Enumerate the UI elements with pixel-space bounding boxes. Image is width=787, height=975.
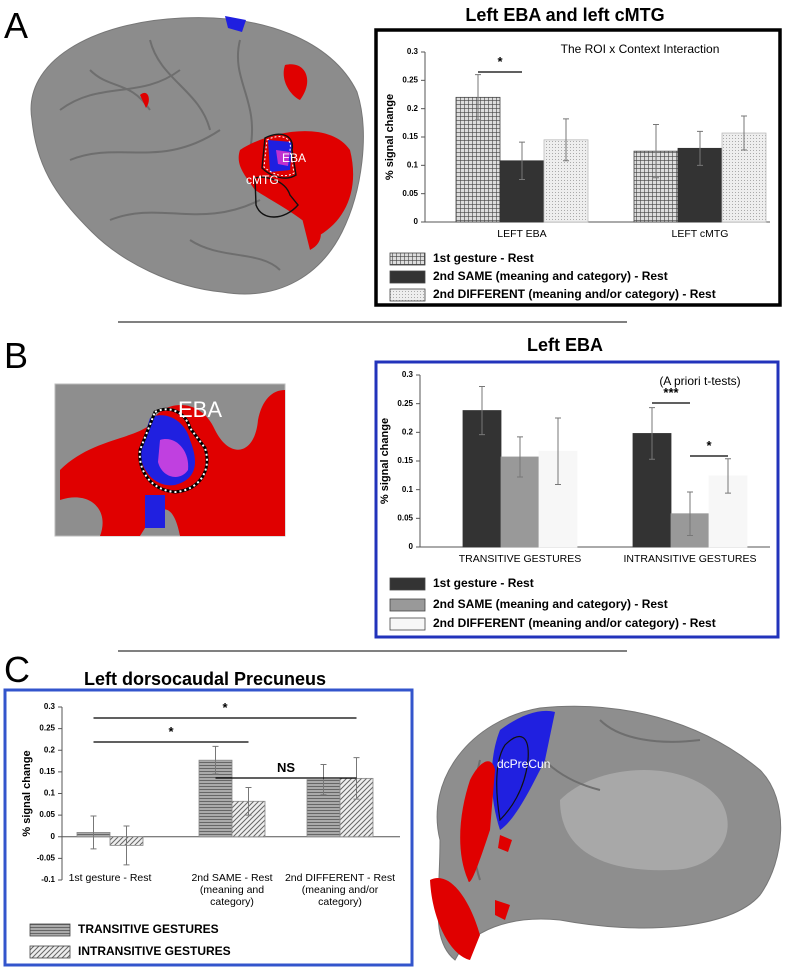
y-tick-label: 0.1 bbox=[402, 485, 414, 494]
error-bar bbox=[725, 458, 731, 494]
y-tick-label: 0.15 bbox=[39, 767, 55, 776]
chart-title: Left EBA and left cMTG bbox=[465, 5, 664, 25]
x-tick-label-box: 1st gesture - Rest bbox=[68, 872, 152, 884]
y-tick-label: 0.3 bbox=[44, 702, 56, 711]
error-bar bbox=[697, 130, 703, 166]
chart: Left EBA and left cMTG The ROI x Context … bbox=[374, 5, 782, 307]
chart: Left dorsocaudal Precuneus -0.1 -0.05 0 0.05… bbox=[3, 669, 414, 967]
y-tick-label: 0.15 bbox=[397, 456, 413, 465]
y-tick-label: 0 bbox=[409, 542, 414, 551]
error-bar bbox=[517, 436, 523, 478]
legend-swatch bbox=[389, 252, 426, 266]
y-tick-label: 0.3 bbox=[402, 370, 414, 379]
error-bar bbox=[479, 385, 485, 436]
error-bar bbox=[741, 115, 747, 151]
y-tick-label: 0 bbox=[414, 217, 419, 226]
legend-swatch bbox=[29, 923, 71, 937]
brain-label: dcPreCun bbox=[497, 757, 550, 771]
y-tick-label: 0.15 bbox=[402, 132, 418, 141]
panel-letter: A bbox=[4, 5, 28, 46]
legend-label: 2nd SAME (meaning and category) - Rest bbox=[433, 269, 668, 283]
error-bar bbox=[563, 118, 569, 162]
x-tick-label-box: INTRANSITIVE GESTURES bbox=[623, 553, 757, 565]
x-tick-label: 1st gesture - Rest bbox=[68, 872, 152, 884]
chart: Left EBA (A priori t-tests) 0 0.05 0.1 0.15 0.… bbox=[374, 335, 780, 639]
legend-label: 2nd DIFFERENT (meaning and/or category) … bbox=[433, 287, 716, 301]
significance-label: NS bbox=[277, 760, 295, 775]
error-bar bbox=[320, 764, 327, 796]
y-tick-label: 0.3 bbox=[407, 47, 419, 56]
significance-label: * bbox=[168, 724, 174, 739]
x-tick-label-box: TRANSITIVE GESTURES bbox=[458, 553, 582, 565]
y-tick-label: 0.1 bbox=[407, 160, 419, 169]
significance-label: * bbox=[497, 54, 503, 69]
x-tick-label-box: LEFT cMTG bbox=[671, 228, 729, 240]
brain-label: EBA bbox=[282, 151, 306, 165]
y-tick-label: -0.1 bbox=[41, 875, 55, 884]
error-bar bbox=[212, 745, 219, 775]
error-bar bbox=[649, 407, 655, 460]
y-tick-label: 0.25 bbox=[397, 399, 413, 408]
brain-label: EBA bbox=[178, 397, 222, 422]
y-tick-label: 0.05 bbox=[402, 189, 418, 198]
legend-label: INTRANSITIVE GESTURES bbox=[78, 944, 231, 958]
brain-image: EBA bbox=[54, 383, 286, 537]
legend-swatch bbox=[389, 270, 426, 284]
y-tick-label: 0.05 bbox=[39, 810, 55, 819]
annotation: (A priori t-tests) bbox=[659, 374, 740, 388]
error-bar bbox=[519, 141, 525, 180]
x-tick-label: 2nd SAME - Rest (meaning and category) bbox=[191, 872, 273, 909]
error-bar bbox=[123, 825, 130, 866]
x-tick-label-box: LEFT EBA bbox=[497, 228, 547, 240]
legend-label: 1st gesture - Rest bbox=[433, 251, 534, 265]
chart-title: Left EBA bbox=[527, 335, 603, 355]
error-bar bbox=[90, 815, 97, 850]
legend-label: TRANSITIVE GESTURES bbox=[78, 922, 219, 936]
y-tick-label: 0.25 bbox=[402, 75, 418, 84]
y-tick-label: 0.05 bbox=[397, 513, 413, 522]
legend-label: 1st gesture - Rest bbox=[433, 576, 534, 590]
significance-label: * bbox=[222, 700, 228, 715]
brain-image: dcPreCun bbox=[430, 705, 782, 961]
chart-title: Left dorsocaudal Precuneus bbox=[84, 669, 326, 689]
significance-label: * bbox=[706, 438, 712, 453]
legend-swatch bbox=[29, 945, 71, 959]
y-tick-label: 0.1 bbox=[44, 789, 56, 798]
panel-letter: B bbox=[4, 335, 28, 376]
y-axis-label: % signal change bbox=[21, 750, 33, 836]
y-axis-label: % signal change bbox=[379, 418, 391, 504]
x-tick-label: INTRANSITIVE GESTURES bbox=[623, 553, 757, 565]
error-bar bbox=[245, 786, 252, 816]
x-tick-label: 2nd DIFFERENT - Rest (meaning and/or cat… bbox=[284, 872, 396, 909]
x-tick-label-box: 2nd SAME - Rest (meaning and category) bbox=[191, 872, 273, 909]
error-bar bbox=[653, 124, 659, 179]
x-tick-label-box: 2nd DIFFERENT - Rest (meaning and/or cat… bbox=[284, 872, 396, 909]
panel-letter: C bbox=[4, 649, 30, 690]
y-axis-label: % signal change bbox=[384, 94, 396, 180]
x-tick-label: LEFT EBA bbox=[497, 228, 547, 240]
legend-swatch bbox=[389, 577, 426, 591]
y-tick-label: 0.2 bbox=[44, 745, 56, 754]
legend-swatch bbox=[389, 288, 426, 302]
legend-label: 2nd SAME (meaning and category) - Rest bbox=[433, 597, 668, 611]
brain-image: EBA cMTG bbox=[30, 16, 364, 295]
legend-swatch bbox=[389, 617, 426, 631]
legend-swatch bbox=[389, 598, 426, 612]
y-tick-label: -0.05 bbox=[37, 853, 56, 862]
legend-label: 2nd DIFFERENT (meaning and/or category) … bbox=[433, 616, 716, 630]
error-bar bbox=[687, 491, 693, 537]
y-tick-label: 0 bbox=[51, 832, 56, 841]
error-bar bbox=[555, 417, 561, 486]
y-tick-label: 0.25 bbox=[39, 724, 55, 733]
x-tick-label: TRANSITIVE GESTURES bbox=[458, 553, 582, 565]
x-tick-label: LEFT cMTG bbox=[671, 228, 729, 240]
y-tick-label: 0.2 bbox=[407, 104, 419, 113]
significance-label: *** bbox=[663, 385, 679, 400]
brain-label: cMTG bbox=[246, 173, 279, 187]
error-bar bbox=[475, 74, 481, 121]
annotation: The ROI x Context Interaction bbox=[561, 42, 720, 56]
y-tick-label: 0.2 bbox=[402, 427, 414, 436]
